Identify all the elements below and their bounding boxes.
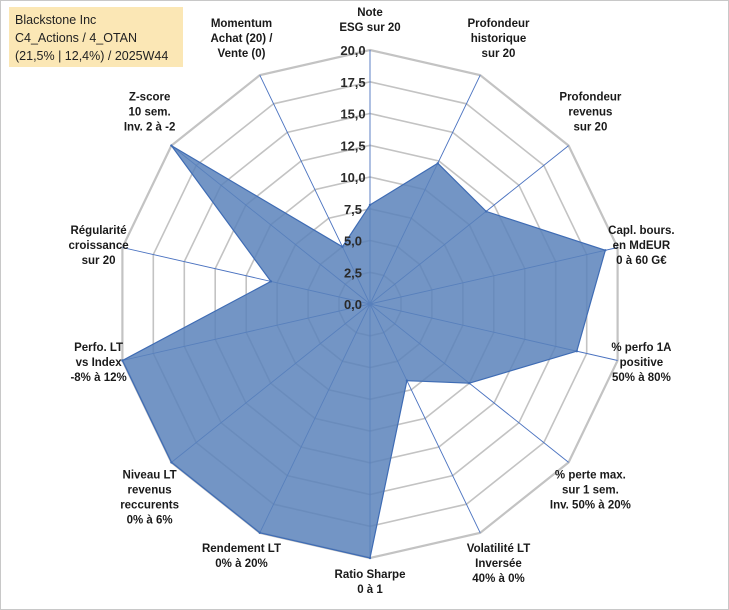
performance-week: (21,5% | 12,4%) / 2025W44 [15, 49, 169, 63]
axis-label-line: 0% à 20% [215, 558, 267, 570]
axis-label-profondeur-historique: Profondeur historique sur 20 [468, 18, 530, 60]
data-point-perfo-lt-index [121, 359, 124, 362]
data-point-profondeur-historique [436, 162, 439, 165]
axis-label-line: 0% à 6% [127, 515, 173, 527]
axis-label-line: 50% à 80% [612, 372, 671, 384]
axis-label-profondeur-revenus: Profondeur revenus sur 20 [559, 91, 621, 133]
data-point-esg [368, 203, 372, 207]
axis-label-line: Profondeur [559, 91, 621, 103]
axis-label-line: % perfo 1A [611, 342, 671, 354]
tick-label: 5,0 [344, 234, 362, 249]
axis-label-line: Rendement LT [202, 543, 281, 555]
axis-label-line: Z-score [129, 91, 171, 103]
tick-label: 12,5 [340, 138, 365, 153]
axis-label-line: ESG sur 20 [339, 22, 400, 34]
tick-label: 0,0 [344, 297, 362, 312]
axis-label-line: Inv. 50% à 20% [550, 500, 631, 512]
data-point-ratio-sharpe [368, 556, 372, 560]
axis-label-line: sur 1 sem. [562, 485, 619, 497]
axis-label-line: Profondeur [468, 18, 530, 30]
radar-series [121, 144, 607, 560]
axis-label-perte-max: % perte max. sur 1 sem. Inv. 50% à 20% [550, 470, 631, 512]
axis-label-line: en MdEUR [613, 240, 671, 252]
axis-label-line: sur 20 [573, 121, 607, 133]
tick-label: 2,5 [344, 265, 362, 280]
company-name: Blackstone Inc [15, 13, 97, 27]
data-point-profondeur-revenus [485, 210, 488, 213]
tick-label: 15,0 [340, 107, 365, 122]
axis-label-line: Régularité [70, 225, 126, 237]
axis-label-z-score: Z-score 10 sem. Inv. 2 à -2 [124, 91, 176, 133]
tick-label: 10,0 [340, 170, 365, 185]
data-point-revenus-recurrents [170, 461, 173, 464]
axis-label-perfo-1a: % perfo 1A positive 50% à 80% [611, 342, 671, 384]
axis-label-line: 0 à 60 G€ [616, 255, 667, 267]
data-point-capitalisation [604, 249, 607, 252]
axis-label-line: Momentum [211, 18, 272, 30]
axis-label-line: -8% à 12% [70, 372, 126, 384]
data-point-momentum [341, 245, 344, 248]
axis-label-line: revenus [568, 106, 612, 118]
tick-label: 20,0 [340, 43, 365, 58]
axis-label-rendement-lt: Rendement LT 0% à 20% [202, 543, 281, 570]
data-point-volatilite [405, 379, 409, 382]
data-point-perte-max [468, 382, 471, 385]
axis-labels: Note ESG sur 20 Profondeur historique sur 20… [69, 7, 675, 596]
axis-label-esg: Note ESG sur 20 [339, 7, 400, 34]
axis-label-ratio-sharpe: Ratio Sharpe 0 à 1 [335, 569, 406, 596]
info-box: Blackstone Inc C4_Actions / 4_OTAN (21,5… [9, 7, 183, 67]
data-point-perfo-1a [575, 350, 578, 353]
axis-label-line: sur 20 [482, 48, 516, 60]
axis-label-line: Niveau LT [123, 470, 177, 482]
axis-label-line: 40% à 0% [472, 573, 524, 585]
axis-label-line: Ratio Sharpe [335, 569, 406, 581]
axis-label-line: vs Index [76, 357, 123, 369]
axis-label-line: Volatilité LT [467, 543, 530, 555]
axis-label-line: Inv. 2 à -2 [124, 121, 176, 133]
axis-label-line: Note [357, 7, 383, 19]
axis-label-line: croissance [69, 240, 129, 252]
category: C4_Actions / 4_OTAN [15, 31, 138, 45]
axis-label-line: % perte max. [555, 470, 626, 482]
radial-tick-labels: 0,0 2,5 5,0 7,5 10,0 12,5 15,0 17,5 20,0 [340, 43, 365, 312]
axis-label-capitalisation: Capl. bours. en MdEUR 0 à 60 G€ [608, 225, 674, 267]
axis-label-line: revenus [128, 485, 172, 497]
data-point-z-score [170, 144, 173, 147]
axis-label-line: Inversée [475, 558, 522, 570]
axis-label-revenus-recurrents: Niveau LT revenus reccurents 0% à 6% [120, 470, 179, 527]
axis-label-line: positive [620, 357, 663, 369]
axis-label-momentum: Momentum Achat (20) / Vente (0) [211, 18, 274, 60]
tick-label: 7,5 [344, 202, 362, 217]
series-area [121, 145, 607, 559]
axis-label-volatilite: Volatilité LT Inversée 40% à 0% [467, 543, 530, 585]
axis-label-line: Capl. bours. [608, 225, 674, 237]
axis-label-line: 0 à 1 [357, 584, 383, 596]
tick-label: 17,5 [340, 75, 365, 90]
data-point-rendement-lt [258, 531, 261, 534]
data-point-regularite-croissance [269, 280, 273, 283]
axis-label-line: 10 sem. [128, 106, 170, 118]
axis-label-line: reccurents [120, 500, 179, 512]
axis-label-line: Achat (20) / [211, 33, 274, 45]
axis-label-regularite-croissance: Régularité croissance sur 20 [69, 225, 129, 267]
axis-label-line: Perfo. LT [74, 342, 123, 354]
axis-label-line: Vente (0) [218, 48, 266, 60]
axis-label-perfo-lt-index: Perfo. LT vs Index -8% à 12% [70, 342, 126, 384]
axis-label-line: sur 20 [82, 255, 116, 267]
axis-label-line: historique [471, 33, 527, 45]
